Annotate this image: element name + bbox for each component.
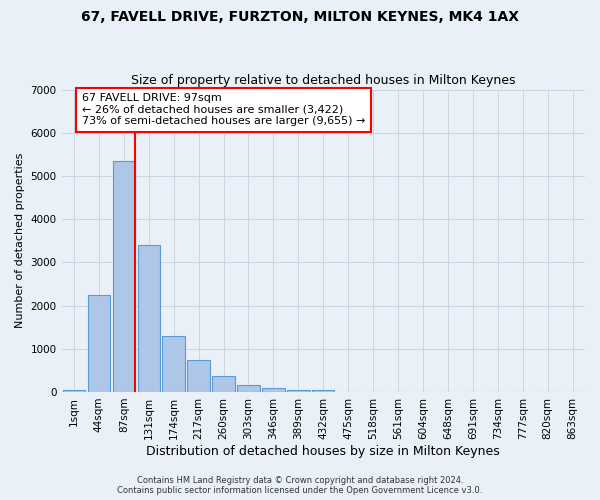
Bar: [163, 336, 185, 392]
Bar: [137, 245, 160, 392]
Text: 67, FAVELL DRIVE, FURZTON, MILTON KEYNES, MK4 1AX: 67, FAVELL DRIVE, FURZTON, MILTON KEYNES…: [81, 10, 519, 24]
Bar: [312, 390, 334, 392]
Text: 67 FAVELL DRIVE: 97sqm
← 26% of detached houses are smaller (3,422)
73% of semi-: 67 FAVELL DRIVE: 97sqm ← 26% of detached…: [82, 94, 365, 126]
Text: Contains HM Land Registry data © Crown copyright and database right 2024.
Contai: Contains HM Land Registry data © Crown c…: [118, 476, 482, 495]
Title: Size of property relative to detached houses in Milton Keynes: Size of property relative to detached ho…: [131, 74, 515, 87]
X-axis label: Distribution of detached houses by size in Milton Keynes: Distribution of detached houses by size …: [146, 444, 500, 458]
Bar: [113, 161, 135, 392]
Bar: [63, 390, 85, 392]
Bar: [237, 386, 260, 392]
Bar: [88, 295, 110, 392]
Bar: [187, 360, 210, 392]
Bar: [262, 388, 284, 392]
Bar: [212, 376, 235, 392]
Bar: [287, 390, 310, 392]
Y-axis label: Number of detached properties: Number of detached properties: [15, 153, 25, 328]
